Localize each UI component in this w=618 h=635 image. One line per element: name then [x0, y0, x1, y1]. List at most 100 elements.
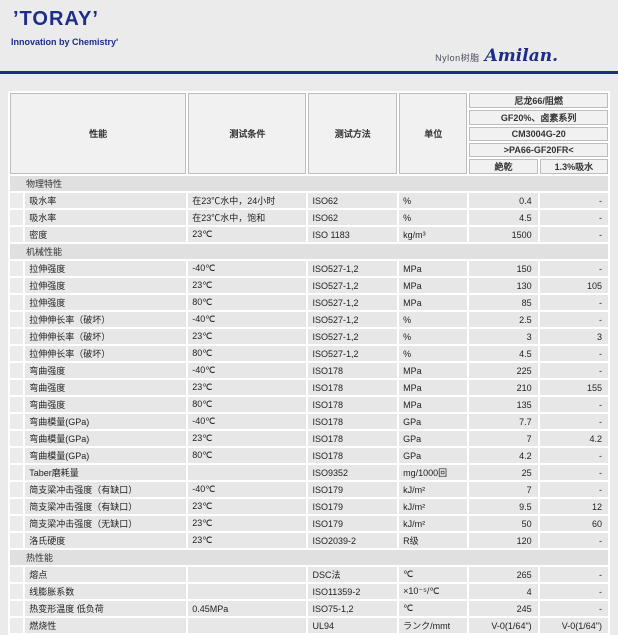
unit-cell: MPa: [399, 261, 468, 276]
table-row: 拉伸伸长率（破坏） -40℃ ISO527-1,2% 2.5-: [10, 312, 608, 327]
table-row: 拉伸伸长率（破坏） 80℃ ISO527-1,2% 4.5-: [10, 346, 608, 361]
dry-value-cell: 7: [469, 431, 538, 446]
condition-cell: -40℃: [188, 363, 307, 378]
conditioned-value-cell: -: [539, 193, 608, 208]
method-cell: ISO 1183: [308, 227, 398, 242]
unit-cell: %: [399, 346, 468, 361]
method-cell: DSC法: [308, 567, 398, 582]
property-cell: 弯曲强度: [25, 363, 187, 378]
dry-value-cell: 245: [469, 601, 538, 616]
indent-cell: [10, 329, 24, 344]
condition-cell: 23℃: [188, 329, 307, 344]
condition-cell: [188, 618, 307, 633]
table-row: 弯曲强度 23℃ ISO178 MPa 210 155: [10, 380, 608, 395]
conditioned-value-cell: V-0(1/64"): [539, 618, 608, 633]
indent-cell: [10, 499, 24, 514]
dry-value-cell: 25: [469, 465, 538, 480]
method-cell: ISO527-1,2: [308, 346, 398, 361]
table-row: 吸水率 在23℃水中，饱和 ISO62% 4.5-: [10, 210, 608, 225]
col-header-method: 测试方法: [308, 93, 398, 174]
table-row: 燃烧性 UL94 ランク/mmt V-0(1/64") V-0(1/64"): [10, 618, 608, 633]
method-cell: ISO527-1,2: [308, 329, 398, 344]
product-prefix-label: Nylon树脂: [435, 53, 480, 63]
property-cell: 弯曲强度: [25, 397, 187, 412]
indent-cell: [10, 312, 24, 327]
conditioned-value-cell: -: [539, 227, 608, 242]
dry-value-cell: 225: [469, 363, 538, 378]
conditioned-value-cell: -: [539, 533, 608, 548]
col-header-property: 性能: [10, 93, 187, 174]
dry-value-cell: 120: [469, 533, 538, 548]
property-cell: 弯曲模量(GPa): [25, 431, 187, 446]
unit-cell: mg/1000回: [399, 465, 468, 480]
condition-cell: 80℃: [188, 397, 307, 412]
conditioned-value-cell: 12: [539, 499, 608, 514]
unit-cell: kJ/m²: [399, 516, 468, 531]
table-row: 洛氏硬度 23℃ ISO2039-2 R级 120-: [10, 533, 608, 548]
indent-cell: [10, 516, 24, 531]
property-cell: 熔点: [25, 567, 187, 582]
dry-value-cell: 50: [469, 516, 538, 531]
unit-cell: GPa: [399, 414, 468, 429]
unit-cell: GPa: [399, 431, 468, 446]
indent-cell: [10, 431, 24, 446]
unit-cell: ランク/mmt: [399, 618, 468, 633]
unit-cell: %: [399, 193, 468, 208]
unit-cell: %: [399, 210, 468, 225]
method-cell: ISO179: [308, 482, 398, 497]
method-cell: ISO178: [308, 363, 398, 378]
method-cell: ISO9352: [308, 465, 398, 480]
table-row: 拉伸强度 80℃ ISO527-1,2 MPa 85-: [10, 295, 608, 310]
method-cell: UL94: [308, 618, 398, 633]
property-cell: 洛氏硬度: [25, 533, 187, 548]
dry-value-cell: 1500: [469, 227, 538, 242]
method-cell: ISO11359-2: [308, 584, 398, 599]
condition-cell: -40℃: [188, 312, 307, 327]
method-cell: ISO527-1,2: [308, 312, 398, 327]
col-header-conditioned: 1.3%吸水: [539, 159, 608, 174]
dry-value-cell: 2.5: [469, 312, 538, 327]
method-cell: ISO527-1,2: [308, 278, 398, 293]
unit-cell: MPa: [399, 363, 468, 378]
dry-value-cell: 4.2: [469, 448, 538, 463]
table-header: 性能 测试条件 测试方法 单位 尼龙66/阻燃 GF20%、卤素系列 CM300…: [10, 93, 608, 174]
product-brand: Nylon树脂 Amilan.: [435, 46, 558, 66]
dry-value-cell: V-0(1/64"): [469, 618, 538, 633]
table-row: 弯曲模量(GPa) 23℃ ISO178 GPa 7 4.2: [10, 431, 608, 446]
indent-cell: [10, 482, 24, 497]
condition-cell: 23℃: [188, 499, 307, 514]
dry-value-cell: 4.5: [469, 346, 538, 361]
conditioned-value-cell: -: [539, 210, 608, 225]
page-header: ’TORAY’ Innovation by Chemistryʹ Nylon树脂…: [0, 0, 618, 71]
indent-cell: [10, 567, 24, 582]
condition-cell: [188, 584, 307, 599]
unit-cell: ℃: [399, 601, 468, 616]
dry-value-cell: 85: [469, 295, 538, 310]
condition-cell: [188, 465, 307, 480]
dry-value-cell: 4.5: [469, 210, 538, 225]
condition-cell: [188, 567, 307, 582]
unit-cell: %: [399, 312, 468, 327]
indent-cell: [10, 380, 24, 395]
dry-value-cell: 9.5: [469, 499, 538, 514]
indent-cell: [10, 618, 24, 633]
conditioned-value-cell: -: [539, 363, 608, 378]
property-cell: 线膨胀系数: [25, 584, 187, 599]
section-row: 机械性能: [10, 244, 608, 259]
conditioned-value-cell: -: [539, 448, 608, 463]
col-header-dry: 絶乾: [469, 159, 538, 174]
method-cell: ISO178: [308, 380, 398, 395]
property-cell: 简支梁冲击强度（有缺口）: [25, 499, 187, 514]
property-cell: 弯曲强度: [25, 380, 187, 395]
method-cell: ISO527-1,2: [308, 261, 398, 276]
condition-cell: 80℃: [188, 346, 307, 361]
condition-cell: 23℃: [188, 516, 307, 531]
unit-cell: MPa: [399, 295, 468, 310]
method-cell: ISO62: [308, 193, 398, 208]
conditioned-value-cell: -: [539, 397, 608, 412]
condition-cell: -40℃: [188, 414, 307, 429]
unit-cell: MPa: [399, 278, 468, 293]
unit-cell: MPa: [399, 380, 468, 395]
condition-cell: -40℃: [188, 482, 307, 497]
method-cell: ISO179: [308, 516, 398, 531]
